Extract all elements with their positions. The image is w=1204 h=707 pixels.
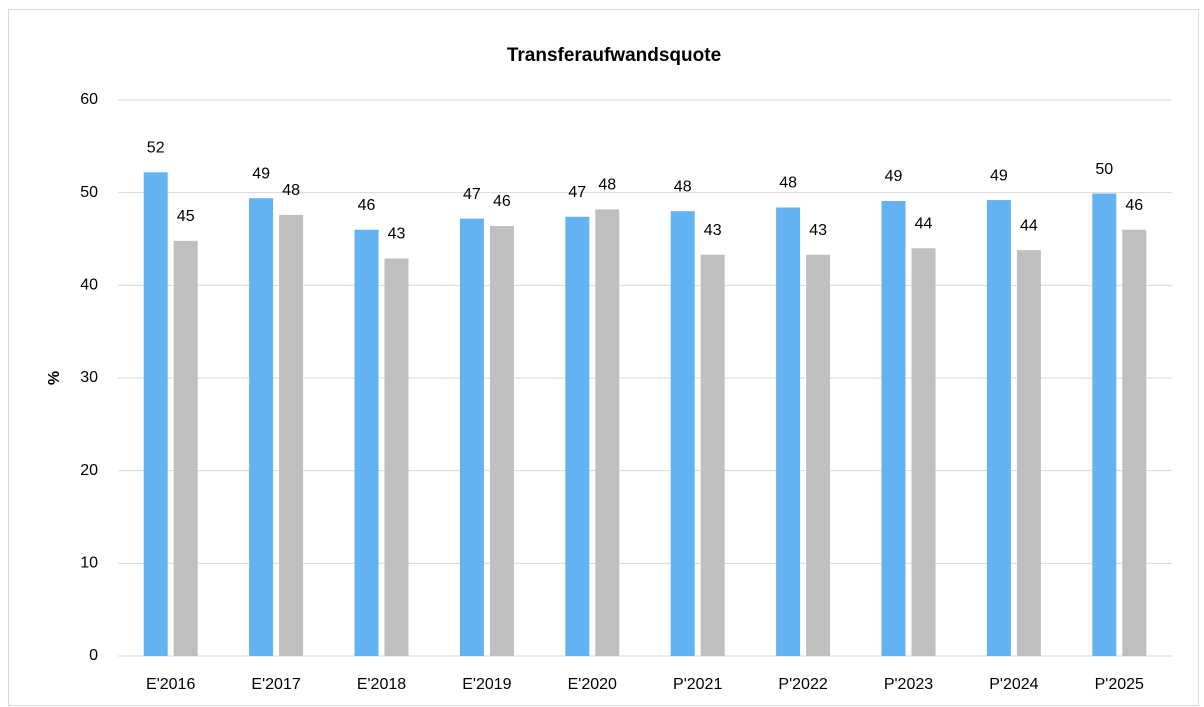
bar xyxy=(173,240,198,656)
bar xyxy=(565,216,590,656)
data-label: 47 xyxy=(463,186,481,203)
bar xyxy=(143,172,168,656)
bar xyxy=(1122,229,1147,656)
data-label: 48 xyxy=(598,177,616,194)
bar xyxy=(1092,193,1117,657)
data-label: 43 xyxy=(809,222,827,239)
bar xyxy=(670,211,695,656)
y-tick-label: 60 xyxy=(80,91,98,108)
data-label: 48 xyxy=(779,175,797,192)
bar xyxy=(489,226,514,656)
data-label: 49 xyxy=(990,167,1008,184)
bar xyxy=(881,201,906,657)
x-tick-label: P'2023 xyxy=(884,676,933,693)
x-tick-label: P'2025 xyxy=(1095,676,1144,693)
y-tick-label: 50 xyxy=(80,184,98,201)
x-tick-label: E'2017 xyxy=(251,676,300,693)
y-tick-label: 30 xyxy=(80,369,98,386)
x-tick-label: E'2016 xyxy=(146,676,195,693)
data-label: 46 xyxy=(493,193,511,210)
data-label: 44 xyxy=(1020,217,1038,234)
y-tick-label: 20 xyxy=(80,462,98,479)
y-tick-label: 10 xyxy=(80,555,98,572)
bar xyxy=(279,214,304,656)
bar xyxy=(776,207,801,656)
x-tick-label: P'2024 xyxy=(989,676,1038,693)
bar xyxy=(459,218,484,656)
bar xyxy=(806,254,831,656)
data-label: 50 xyxy=(1095,161,1113,178)
bar xyxy=(354,229,379,656)
data-label: 43 xyxy=(388,226,406,243)
y-axis-label: % xyxy=(46,371,63,385)
data-label: 43 xyxy=(704,222,722,239)
chart-title: Transferaufwandsquote xyxy=(507,45,721,66)
x-tick-label: P'2022 xyxy=(778,676,827,693)
x-tick-label: E'2020 xyxy=(568,676,617,693)
x-tick-label: E'2018 xyxy=(357,676,406,693)
bar xyxy=(986,200,1011,656)
data-label: 44 xyxy=(915,215,933,232)
data-label: 46 xyxy=(358,197,376,214)
data-label: 45 xyxy=(177,208,195,225)
data-label: 52 xyxy=(147,139,165,156)
bar xyxy=(911,248,936,656)
data-label: 49 xyxy=(885,168,903,185)
bar xyxy=(249,198,274,656)
data-label: 47 xyxy=(568,184,586,201)
y-tick-label: 0 xyxy=(89,647,98,664)
bar xyxy=(700,254,725,656)
data-label: 46 xyxy=(1125,197,1143,214)
bar xyxy=(595,209,620,656)
data-label: 48 xyxy=(282,182,300,199)
bar xyxy=(1016,250,1041,656)
x-tick-label: E'2019 xyxy=(462,676,511,693)
bar xyxy=(384,258,409,656)
data-label: 49 xyxy=(252,165,270,182)
y-tick-label: 40 xyxy=(80,277,98,294)
data-label: 48 xyxy=(674,178,692,195)
x-tick-label: P'2021 xyxy=(673,676,722,693)
